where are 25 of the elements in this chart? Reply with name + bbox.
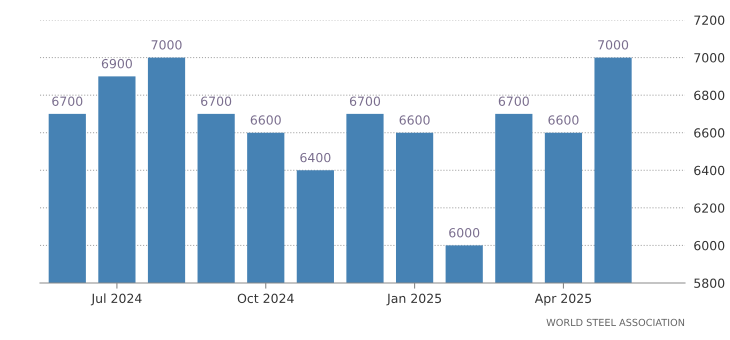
y-tick-label: 7200	[694, 15, 724, 25]
x-tick-label: Jan 2025	[386, 294, 442, 306]
data-label: 7000	[152, 40, 182, 50]
x-tick-label: Apr 2025	[534, 294, 592, 306]
data-label: 6000	[449, 228, 480, 238]
data-label: 6600	[548, 115, 579, 125]
data-label: 6600	[400, 115, 430, 125]
data-label: 6700	[498, 96, 529, 106]
y-tick-label: 5800	[694, 278, 724, 288]
y-tick-label: 6200	[694, 203, 724, 213]
y-tick-label: 6400	[694, 166, 724, 176]
x-tick-label: Oct 2024	[238, 294, 294, 304]
y-tick-label: 6600	[694, 128, 724, 138]
data-label: 6600	[250, 115, 281, 125]
y-tick-label: 6800	[694, 90, 724, 100]
data-label: 6700	[350, 96, 380, 106]
text: WORLD STEEL ASSOCIATION	[546, 318, 684, 326]
x-tick-label: Jul 2024	[90, 293, 142, 306]
y-tick-label: 6000	[694, 240, 724, 250]
data-label: 6900	[102, 58, 132, 68]
y-tick-label: 7000	[694, 53, 724, 62]
data-label: 6700	[52, 96, 82, 106]
data-label: 6400	[300, 152, 330, 162]
data-label: 7000	[598, 40, 628, 50]
data-label: 6700	[201, 96, 232, 106]
